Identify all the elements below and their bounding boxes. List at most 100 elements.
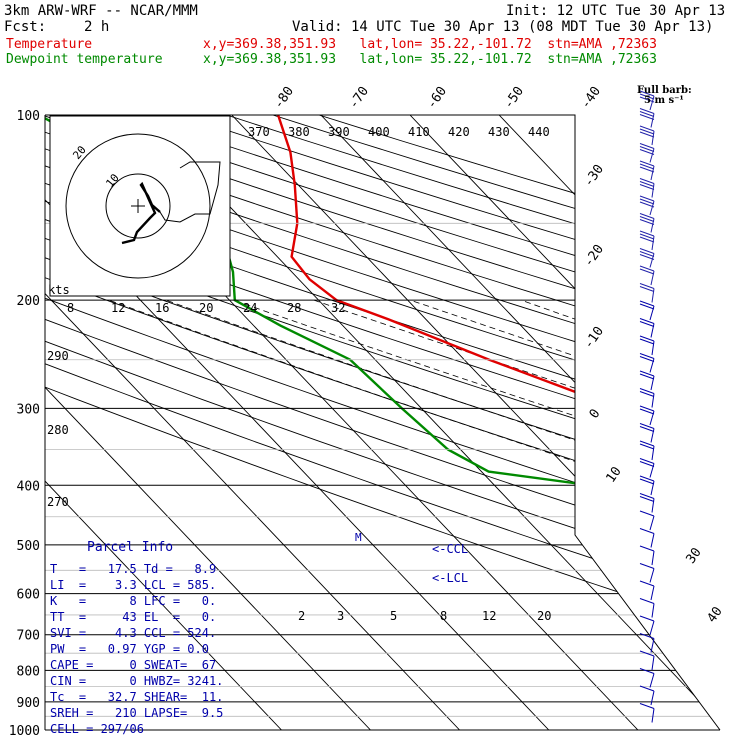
wind-barb-flag	[639, 615, 655, 622]
wind-barb	[639, 265, 655, 286]
dewpoint-label: Dewpoint temperature	[6, 52, 163, 67]
parcel-row-8: Tc = 32.7 SHEAR= 11.	[50, 690, 224, 704]
wind-barb	[639, 528, 655, 548]
wind-barb	[639, 125, 655, 146]
wind-barb	[639, 90, 655, 111]
hodograph-ring	[65, 133, 211, 279]
temperature-label: Temperature	[6, 37, 93, 52]
wind-barb-flag	[639, 461, 655, 467]
isotherm-label: -10	[581, 324, 607, 352]
isotherm	[587, 115, 720, 730]
isotherm-label: -60	[424, 84, 450, 112]
wind-barb-shaft	[650, 638, 655, 653]
pressure-tick-label: 800	[17, 664, 40, 679]
wind-barb-shaft	[650, 533, 655, 548]
wind-barb-flag	[639, 475, 655, 482]
hodograph-trace	[159, 161, 221, 223]
wind-barb-shaft	[650, 690, 655, 706]
wind-barb-flag	[639, 580, 655, 587]
wind-barb-flag	[639, 373, 655, 380]
mixing-ratio-label: 2	[298, 609, 305, 623]
wind-barb-flag	[639, 338, 655, 345]
wind-barb-flag	[639, 131, 655, 138]
hodograph-ring	[105, 173, 171, 239]
hodograph-trace	[121, 181, 161, 245]
temperature-line	[276, 115, 720, 703]
pressure-tick-label: 900	[17, 696, 40, 711]
wind-barb-flag	[639, 300, 655, 307]
dry-adiabat	[318, 115, 720, 730]
wind-barb	[639, 283, 655, 303]
wind-barb-flag	[639, 458, 655, 464]
isotherm-label: -70	[346, 84, 372, 112]
valid-time: Valid: 14 UTC Tue 30 Apr 13 (08 MDT Tue …	[292, 19, 714, 35]
wind-barb-shaft	[651, 340, 655, 356]
isotherm-label: -40	[578, 84, 604, 112]
wind-barb-flag	[639, 248, 655, 254]
theta-label: 280	[47, 423, 69, 437]
wind-barb-flag	[639, 286, 655, 292]
wind-barb	[639, 685, 655, 706]
hodograph-speed-label: 24	[243, 301, 257, 315]
pressure-tick-label: 300	[17, 402, 40, 417]
wind-barb-flag	[639, 201, 655, 208]
wind-barb-flag	[639, 545, 655, 552]
wind-barb-flag	[639, 93, 655, 100]
wind-barb-flag	[639, 478, 655, 485]
isotherm-label: 10	[603, 464, 624, 485]
parcel-row-3: TT = 43 EL = 0.	[50, 610, 217, 624]
wind-barb-shaft	[649, 568, 655, 583]
parcel-row-1: LI = 3.3 LCL = 585.	[50, 578, 217, 592]
wind-barb-shaft	[649, 620, 655, 636]
lcl-marker: <-LCL	[432, 571, 468, 585]
barb-legend-line1: Full barb:	[637, 85, 692, 96]
wind-barb-flag	[639, 440, 655, 447]
wind-barb-flag	[639, 233, 655, 240]
parcel-row-2: K = 8 LFC = 0.	[50, 594, 217, 608]
isotherm-label: -50	[501, 84, 527, 112]
wind-barb-flag	[639, 160, 655, 167]
wind-barb	[639, 300, 655, 321]
isotherm	[45, 115, 371, 730]
wind-barb	[639, 633, 655, 653]
wind-barb-shaft	[651, 130, 655, 146]
parcel-row-6: CAPE = 0 SWEAT= 67	[50, 658, 217, 672]
wind-barb	[639, 195, 655, 216]
isotherm-label: -80	[271, 84, 297, 112]
isotherm	[231, 115, 720, 730]
wind-barb	[639, 353, 655, 373]
dry-adiabat	[272, 115, 720, 730]
wind-barb-flag	[639, 598, 655, 604]
wind-barb-flag	[639, 528, 655, 534]
isotherm	[320, 115, 720, 730]
sounding-lines	[45, 115, 720, 703]
wind-barb-flag	[639, 181, 655, 187]
wind-barb-flag	[639, 178, 655, 184]
wind-barb	[639, 650, 655, 671]
wind-barb-shaft	[649, 515, 655, 531]
theta-label: 420	[448, 125, 470, 139]
moist-adiabat	[313, 299, 720, 730]
wind-barb-flag	[639, 318, 655, 324]
isotherm-label: 40	[704, 604, 725, 625]
wind-barb	[639, 160, 655, 181]
wind-barb-flag	[639, 230, 655, 237]
wind-barb-shaft	[651, 393, 655, 408]
wind-barb	[639, 580, 655, 601]
wind-barb	[639, 230, 655, 251]
wind-barb-flag	[639, 443, 655, 450]
wind-barb-flag	[639, 236, 655, 243]
mixing-ratio-label: 8	[440, 609, 447, 623]
wind-barb-flag	[639, 496, 655, 502]
wind-barb-shaft	[651, 550, 655, 566]
plot-frame	[44, 114, 721, 731]
wind-barb	[639, 545, 655, 566]
mixing-ratio-label: 12	[482, 609, 496, 623]
wind-barb-shaft	[651, 655, 655, 671]
isotherm	[45, 115, 460, 730]
wind-barb-flag	[639, 356, 655, 362]
pressure-tick-label: 600	[17, 588, 40, 603]
wind-barb-flag	[639, 370, 655, 377]
parcel-row-0: T = 17.5 Td = 8.9	[50, 562, 217, 576]
